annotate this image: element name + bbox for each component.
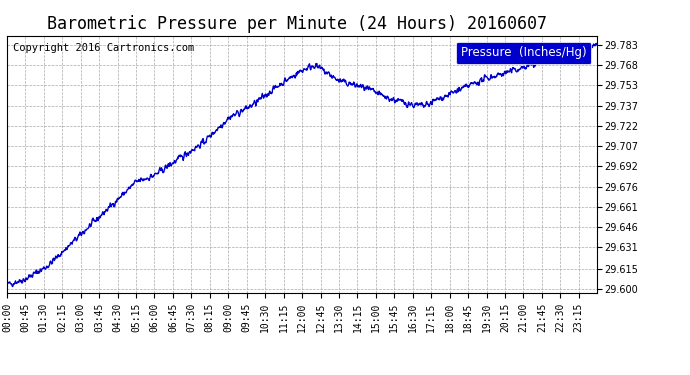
Text: Copyright 2016 Cartronics.com: Copyright 2016 Cartronics.com	[13, 44, 194, 53]
Text: Barometric Pressure per Minute (24 Hours) 20160607: Barometric Pressure per Minute (24 Hours…	[47, 15, 546, 33]
Legend: Pressure  (Inches/Hg): Pressure (Inches/Hg)	[456, 42, 591, 64]
